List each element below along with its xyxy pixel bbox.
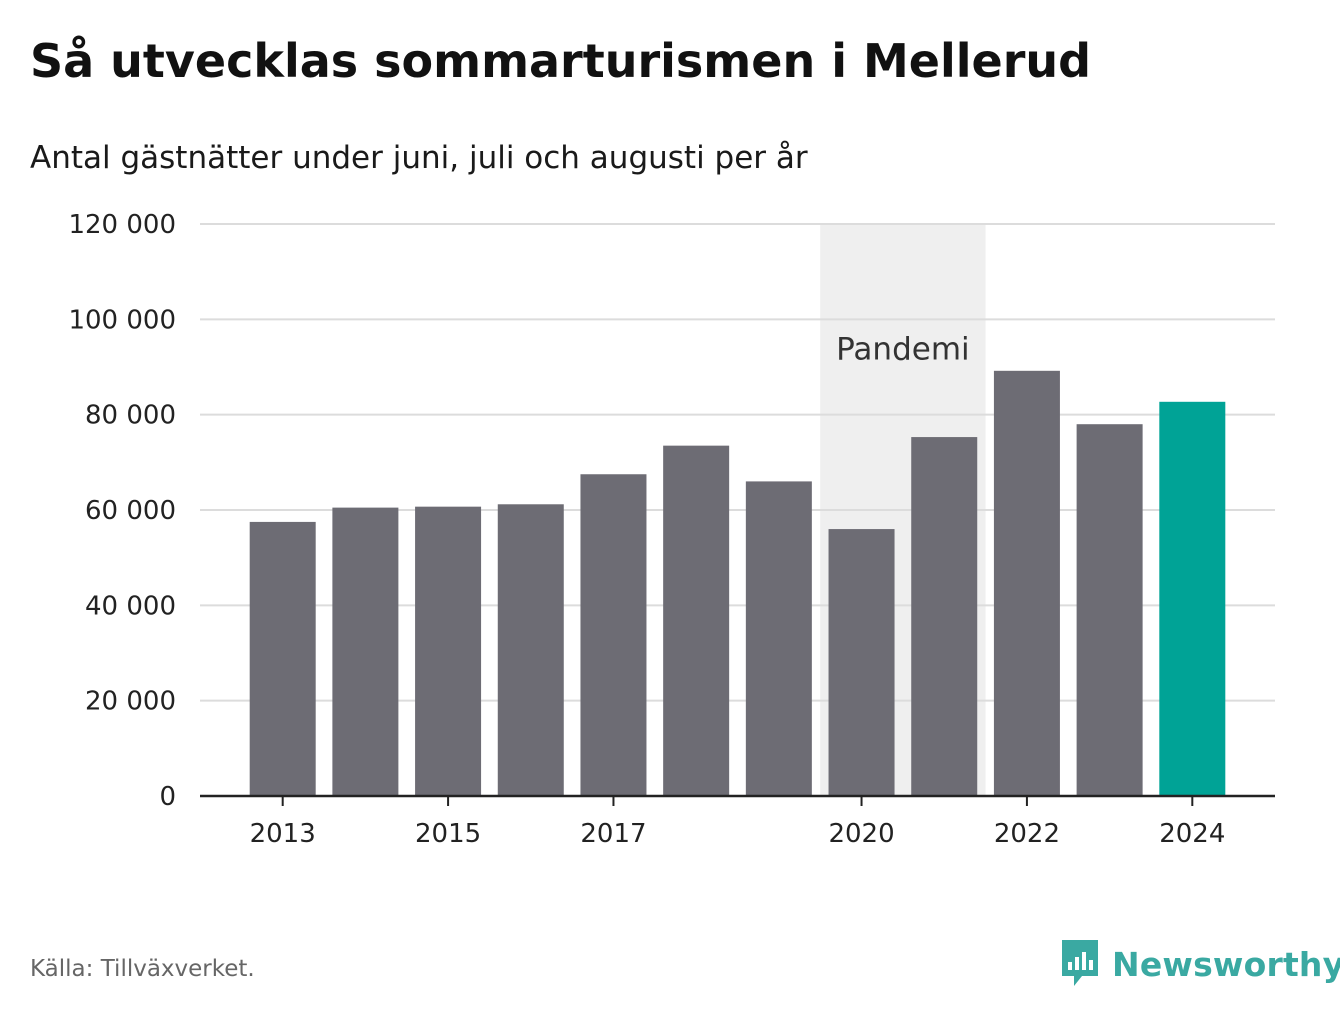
bar-2018 (663, 445, 730, 796)
y-tick-label: 60 000 (85, 496, 176, 526)
bar-2020 (828, 529, 895, 796)
pandemic-label: Pandemi (836, 331, 970, 367)
bar-2022 (993, 370, 1060, 796)
bars (249, 370, 1226, 796)
x-tick-label: 2020 (828, 819, 894, 849)
bar-2019 (745, 481, 812, 796)
newsworthy-logo-icon (1062, 940, 1098, 986)
bar-2014 (332, 507, 399, 796)
brand-name: Newsworthy (1112, 944, 1340, 984)
bar-2021 (911, 437, 978, 796)
y-tick-label: 0 (159, 782, 176, 812)
y-tick-label: 120 000 (68, 210, 176, 240)
bar-2024 (1159, 401, 1226, 796)
bar-2015 (415, 506, 482, 796)
source-note: Källa: Tillväxverket. (30, 956, 255, 982)
brand-logo[interactable]: Newsworthy (1060, 938, 1340, 990)
bar-2013 (249, 521, 316, 796)
bar-2016 (497, 504, 564, 796)
y-tick-label: 40 000 (85, 591, 176, 621)
chart-title: Så utvecklas sommarturismen i Mellerud (30, 34, 1092, 88)
chart-subtitle: Antal gästnätter under juni, juli och au… (30, 140, 808, 176)
axes: 2013 2015 2017 2020 2022 2024 (200, 794, 1275, 849)
y-tick-label: 100 000 (68, 305, 176, 335)
bar-2023 (1076, 424, 1143, 796)
x-tick-label: 2015 (415, 819, 481, 849)
x-tick-label: 2024 (1159, 819, 1225, 849)
bar-chart: Pandemi 0 20 000 40 000 60 000 80 000 100 000… (68, 210, 1275, 849)
x-tick-label: 2013 (250, 819, 316, 849)
x-tick-label: 2017 (580, 819, 646, 849)
bar-2017 (580, 474, 647, 796)
x-tick-label: 2022 (994, 819, 1060, 849)
y-tick-label: 80 000 (85, 401, 176, 431)
y-tick-label: 20 000 (85, 687, 176, 717)
